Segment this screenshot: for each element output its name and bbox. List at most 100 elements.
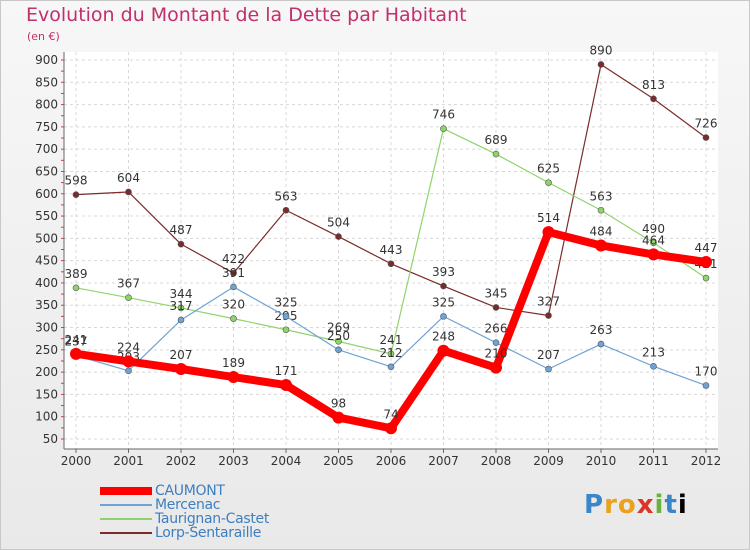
data-label-caumont: 98 [331,397,346,411]
y-tick-label: 750 [35,120,58,134]
data-point-caumont [542,226,555,239]
data-point-lorp-sentaraille [650,95,657,103]
data-point-taurignan-castet [702,274,710,282]
data-point-caumont [437,344,450,357]
legend-swatch-taurignan-castet [100,518,152,520]
data-label-lorp-sentaraille: 504 [327,216,350,230]
y-tick-label: 400 [35,276,58,290]
data-label-taurignan-castet: 625 [537,162,560,176]
chart-subtitle: (en €) [27,30,60,43]
y-tick-label: 350 [35,298,58,312]
data-label-taurignan-castet: 746 [432,108,455,122]
y-tick-label: 800 [35,98,58,112]
data-point-lorp-sentaraille [125,188,132,196]
data-point-taurignan-castet [282,326,290,334]
legend-item-caumont: CAUMONT [100,483,420,499]
data-label-taurignan-castet: 269 [327,320,350,334]
chart-title: Evolution du Montant de la Dette par Hab… [26,4,467,26]
x-tick-label: 2009 [533,454,564,468]
data-point-taurignan-castet [230,315,237,322]
data-point-lorp-sentaraille [282,206,290,214]
data-label-taurignan-castet: 490 [642,222,665,236]
data-point-caumont [490,361,502,374]
data-point-caumont [122,355,135,368]
data-point-mercenac [335,346,342,354]
data-point-lorp-sentaraille [440,282,447,290]
data-label-caumont: 447 [695,241,718,255]
data-label-taurignan-castet: 344 [170,287,193,301]
data-label-taurignan-castet: 389 [65,267,88,281]
legend-swatch-mercenac [100,504,152,506]
data-point-lorp-sentaraille [545,312,552,319]
data-label-caumont: 514 [537,211,560,225]
data-point-caumont [595,239,607,252]
data-point-mercenac [650,363,657,370]
data-label-mercenac: 170 [695,364,718,378]
legend-item-lorp-sentaraille: Lorp-Sentaraille [100,525,420,541]
y-tick-label: 500 [35,231,58,245]
data-label-lorp-sentaraille: 598 [65,174,88,188]
x-tick-label: 2003 [218,454,249,468]
data-label-lorp-sentaraille: 563 [275,189,298,203]
data-point-lorp-sentaraille [230,269,237,277]
data-label-caumont: 248 [432,330,455,344]
data-point-taurignan-castet [387,350,395,358]
data-point-taurignan-castet [72,284,80,292]
legend-label-mercenac: Mercenac [155,497,221,513]
data-label-lorp-sentaraille: 443 [380,243,403,257]
y-tick-label: 650 [35,164,58,178]
data-label-lorp-sentaraille: 604 [117,171,140,185]
data-point-lorp-sentaraille [387,260,395,268]
y-tick-label: 450 [35,254,58,268]
data-label-mercenac: 207 [537,348,560,362]
data-point-mercenac [230,283,237,291]
x-tick-label: 2004 [271,454,302,468]
data-label-lorp-sentaraille: 813 [642,78,665,92]
data-label-caumont: 241 [65,333,88,347]
data-point-mercenac [545,365,552,373]
data-point-mercenac [440,313,447,320]
data-point-mercenac [282,313,290,320]
y-tick-label: 550 [35,209,58,223]
data-label-taurignan-castet: 689 [485,133,508,147]
legend-label-caumont: CAUMONT [155,483,225,499]
data-point-caumont [70,347,82,360]
x-tick-label: 2008 [481,454,512,468]
data-label-mercenac: 212 [380,346,403,360]
y-tick-label: 900 [35,53,58,67]
data-point-caumont [280,379,292,392]
data-point-caumont [175,362,187,375]
data-point-taurignan-castet [125,294,132,301]
x-tick-label: 2007 [428,454,459,468]
x-tick-label: 2005 [323,454,354,468]
data-point-mercenac [492,339,500,346]
data-label-mercenac: 213 [642,345,665,359]
data-label-mercenac: 391 [222,266,245,280]
y-tick-label: 150 [35,387,58,401]
y-tick-label: 850 [35,75,58,89]
data-label-caumont: 224 [117,340,140,354]
x-tick-label: 2011 [638,454,669,468]
data-label-mercenac: 325 [275,295,298,309]
data-point-lorp-sentaraille [177,240,185,248]
x-tick-label: 2010 [586,454,617,468]
data-label-lorp-sentaraille: 393 [432,265,455,279]
legend-swatch-lorp-sentaraille [100,532,152,534]
data-point-lorp-sentaraille [335,233,342,240]
legend: CAUMONT Mercenac Taurignan-Castet Lorp-S… [100,483,420,541]
data-label-lorp-sentaraille: 327 [537,294,560,308]
data-label-mercenac: 317 [170,299,193,313]
data-point-caumont [385,422,397,435]
x-tick-label: 2002 [166,454,197,468]
legend-label-lorp-sentaraille: Lorp-Sentaraille [155,525,262,541]
legend-label-taurignan-castet: Taurignan-Castet [155,511,270,527]
data-point-mercenac [387,363,395,371]
data-label-lorp-sentaraille: 345 [485,286,508,300]
data-point-caumont [700,255,712,268]
y-tick-label: 250 [35,343,58,357]
data-point-taurignan-castet [650,239,657,247]
data-point-taurignan-castet [545,179,552,186]
data-label-caumont: 464 [642,233,665,247]
data-point-lorp-sentaraille [492,304,500,311]
